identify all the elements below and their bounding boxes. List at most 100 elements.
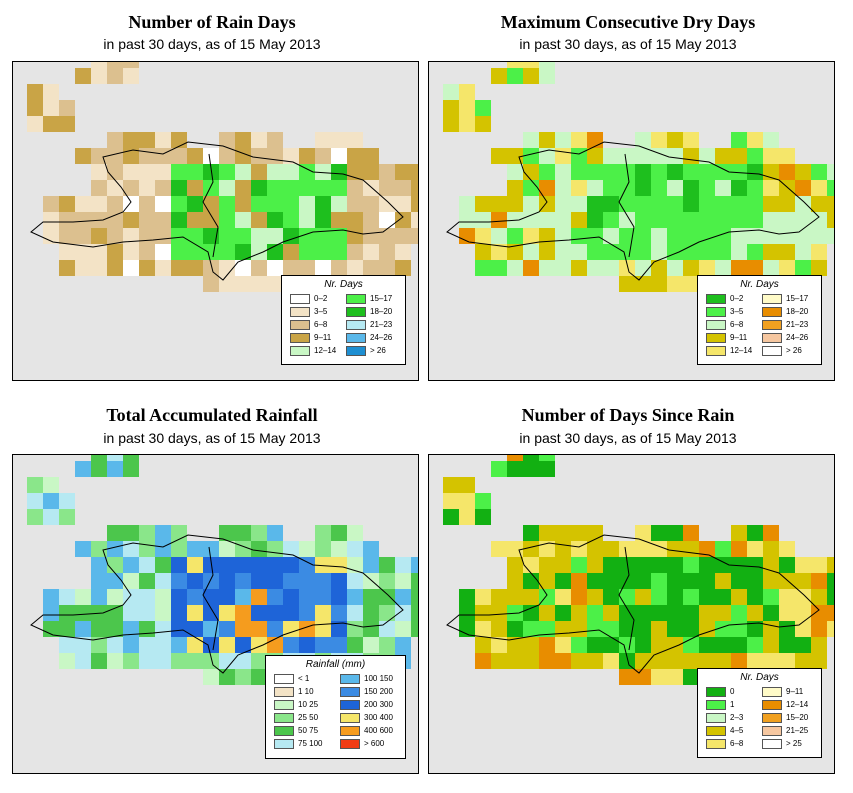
map-cell	[251, 276, 267, 292]
legend-label: 1	[730, 700, 735, 709]
map-cell	[123, 228, 139, 244]
map-cell	[331, 196, 347, 212]
island-outline	[446, 141, 820, 281]
legend-swatch	[346, 320, 366, 330]
map-cell	[555, 228, 571, 244]
map-cell	[235, 621, 251, 637]
map-cell	[235, 573, 251, 589]
map-cell	[91, 164, 107, 180]
legend-swatch	[274, 739, 294, 749]
map-cell	[731, 573, 747, 589]
map-cell	[683, 180, 699, 196]
map-cell	[491, 653, 507, 669]
map-cell	[763, 525, 779, 541]
map-cell	[491, 212, 507, 228]
map-cell	[763, 228, 779, 244]
map-cell	[43, 212, 59, 228]
map-cell	[747, 589, 763, 605]
map-cell	[363, 148, 379, 164]
map-cell	[827, 557, 834, 573]
map-cell	[123, 180, 139, 196]
map-cell	[763, 260, 779, 276]
map-cell	[75, 196, 91, 212]
map-cell	[203, 260, 219, 276]
map-cell	[763, 621, 779, 637]
map-cell	[667, 605, 683, 621]
map-cell	[795, 180, 811, 196]
map-cell	[523, 228, 539, 244]
map-cell	[395, 573, 411, 589]
map-cell	[283, 244, 299, 260]
legend-swatch	[346, 294, 366, 304]
map-cell	[395, 244, 411, 260]
map-cell	[523, 196, 539, 212]
map-cell	[491, 260, 507, 276]
map-cell	[699, 244, 715, 260]
map-cell	[667, 557, 683, 573]
map-cell	[699, 653, 715, 669]
map-cell	[507, 637, 523, 653]
map-cell	[699, 212, 715, 228]
map-cell	[91, 589, 107, 605]
map-cell	[59, 100, 75, 116]
map-cell	[155, 637, 171, 653]
map-cell	[43, 621, 59, 637]
map-cell	[747, 541, 763, 557]
map-cell	[619, 228, 635, 244]
map-cell	[411, 589, 418, 605]
map-cell	[539, 557, 555, 573]
map-cell	[795, 260, 811, 276]
legend-swatch	[340, 739, 360, 749]
map-grid	[27, 62, 418, 292]
map-cell	[571, 228, 587, 244]
map-cell	[475, 589, 491, 605]
map-cell	[203, 557, 219, 573]
map-cell	[731, 541, 747, 557]
map-cell	[331, 148, 347, 164]
map-cell	[315, 589, 331, 605]
map-cell	[795, 244, 811, 260]
map-rainfall: Rainfall (mm) < 1 1 10 10 25 25 50 50 75 75 1…	[12, 454, 419, 774]
map-cell	[395, 260, 411, 276]
map-days-since-rain: Nr. Days 0 1 2–3 4–5 6–8 9–11 12–14 15–20 21–25 >…	[428, 454, 835, 774]
map-cell	[683, 196, 699, 212]
map-cell	[139, 557, 155, 573]
map-cell	[667, 244, 683, 260]
map-cell	[347, 132, 363, 148]
map-cell	[75, 589, 91, 605]
map-cell	[363, 557, 379, 573]
panel-subtitle: in past 30 days, as of 15 May 2013	[519, 430, 737, 446]
map-cell	[139, 148, 155, 164]
map-cell	[795, 653, 811, 669]
map-cell	[667, 669, 683, 685]
map-cell	[635, 557, 651, 573]
map-cell	[827, 228, 834, 244]
island-outline	[446, 534, 820, 674]
map-cell	[651, 541, 667, 557]
map-cell	[475, 605, 491, 621]
map-cell	[75, 68, 91, 84]
map-cell	[603, 541, 619, 557]
map-cell	[747, 260, 763, 276]
map-cell	[619, 669, 635, 685]
map-cell	[27, 493, 43, 509]
map-cell	[587, 573, 603, 589]
map-cell	[779, 589, 795, 605]
map-cell	[91, 541, 107, 557]
legend-label: 25 50	[298, 713, 319, 722]
map-cell	[811, 212, 827, 228]
map-cell	[331, 260, 347, 276]
map-cell	[459, 212, 475, 228]
map-cell	[827, 212, 834, 228]
map-cell	[43, 116, 59, 132]
map-cell	[315, 605, 331, 621]
map-cell	[555, 180, 571, 196]
map-cell	[27, 477, 43, 493]
map-cell	[459, 228, 475, 244]
map-cell	[571, 244, 587, 260]
map-cell	[779, 541, 795, 557]
map-cell	[155, 589, 171, 605]
map-cell	[571, 196, 587, 212]
legend-swatch	[762, 320, 782, 330]
map-cell	[715, 637, 731, 653]
